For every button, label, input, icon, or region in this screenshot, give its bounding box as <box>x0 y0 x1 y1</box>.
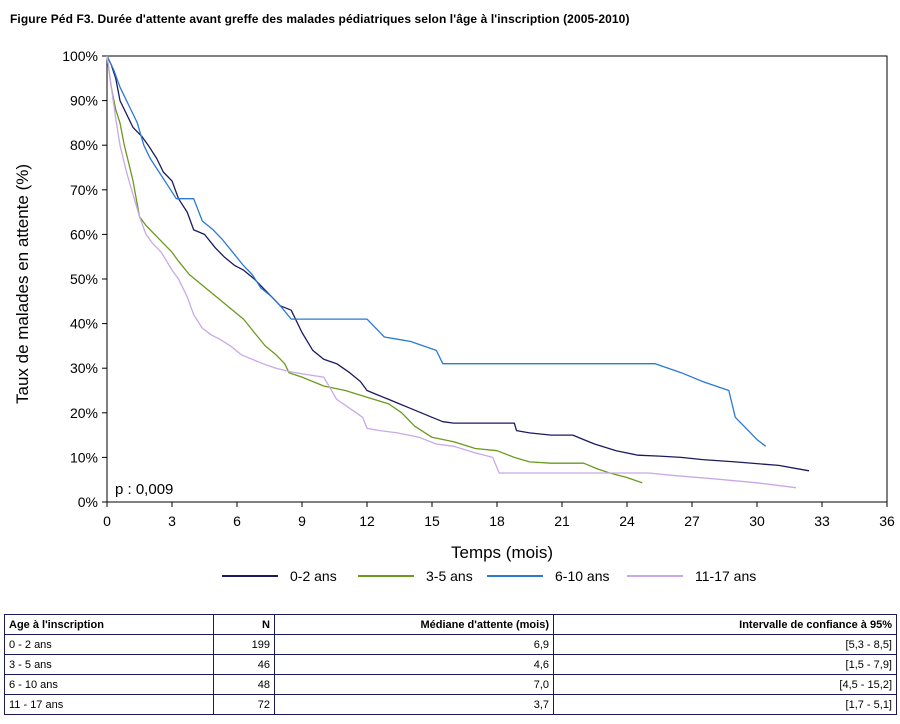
series-line-11-17-ans <box>106 55 797 489</box>
table-cell-age: 6 - 10 ans <box>4 674 214 695</box>
x-tick-label: 30 <box>749 513 765 529</box>
table-cell-ci: [5,3 - 8,5] <box>553 634 897 655</box>
table-cell-n: 72 <box>213 694 275 715</box>
table-cell-age: 0 - 2 ans <box>4 634 214 655</box>
table-cell-n: 46 <box>213 654 275 675</box>
table-header-ci: Intervalle de confiance à 95% <box>553 614 897 635</box>
x-axis-label: Temps (mois) <box>451 543 553 562</box>
table-cell-median: 7,0 <box>274 674 554 695</box>
summary-table: Age à l'inscription N Médiane d'attente … <box>4 614 897 715</box>
y-tick-label: 30% <box>70 360 98 376</box>
x-tick-label: 27 <box>684 513 700 529</box>
x-tick-label: 24 <box>619 513 635 529</box>
table-cell-median: 4,6 <box>274 654 554 675</box>
series-line-0-2-ans <box>106 55 810 472</box>
x-tick-label: 12 <box>359 513 375 529</box>
series-line-6-10-ans <box>106 55 767 447</box>
x-tick-label: 33 <box>814 513 830 529</box>
y-tick-label: 40% <box>70 316 98 332</box>
y-tick-label: 10% <box>70 449 98 465</box>
p-value-annotation: p : 0,009 <box>115 481 173 498</box>
legend-label: 6-10 ans <box>555 568 609 584</box>
table-cell-n: 199 <box>213 634 275 655</box>
x-tick-label: 36 <box>879 513 895 529</box>
table-header-row: Age à l'inscription N Médiane d'attente … <box>4 614 897 635</box>
y-tick-label: 80% <box>70 137 98 153</box>
x-tick-label: 18 <box>489 513 505 529</box>
survival-chart: 0%10%20%30%40%50%60%70%80%90%100%0 3 6 9 12 1… <box>13 48 895 584</box>
y-tick-label: 20% <box>70 405 98 421</box>
table-row: 3 - 5 ans 46 4,6 [1,5 - 7,9] <box>4 654 897 675</box>
y-axis-label: Taux de malades en attente (%) <box>13 164 32 404</box>
y-tick-label: 70% <box>70 182 98 198</box>
x-tick-label: 3 <box>168 513 176 529</box>
table-cell-median: 6,9 <box>274 634 554 655</box>
table-cell-median: 3,7 <box>274 694 554 715</box>
x-tick-label: 0 <box>103 513 111 529</box>
table-cell-ci: [1,5 - 7,9] <box>553 654 897 675</box>
y-tick-label: 50% <box>70 271 98 287</box>
y-tick-label: 60% <box>70 226 98 242</box>
y-tick-label: 0% <box>78 494 98 510</box>
table-header-n: N <box>213 614 275 635</box>
table-header-median: Médiane d'attente (mois) <box>274 614 554 635</box>
plot-frame <box>106 55 888 503</box>
table-row: 0 - 2 ans 199 6,9 [5,3 - 8,5] <box>4 634 897 655</box>
table-cell-ci: [1,7 - 5,1] <box>553 694 897 715</box>
y-tick-label: 90% <box>70 93 98 109</box>
table-row: 6 - 10 ans 48 7,0 [4,5 - 15,2] <box>4 674 897 695</box>
y-tick-label: 100% <box>62 48 98 64</box>
x-tick-label: 15 <box>424 513 440 529</box>
figure-title: Figure Péd F3. Durée d'attente avant gre… <box>10 12 630 26</box>
table-cell-age: 3 - 5 ans <box>4 654 214 675</box>
legend-label: 11-17 ans <box>695 568 756 584</box>
table-header-age: Age à l'inscription <box>4 614 214 635</box>
x-tick-label: 9 <box>298 513 306 529</box>
table-row: 11 - 17 ans 72 3,7 [1,7 - 5,1] <box>4 694 897 715</box>
x-tick-label: 6 <box>233 513 241 529</box>
table-cell-n: 48 <box>213 674 275 695</box>
legend-label: 3-5 ans <box>426 568 473 584</box>
x-tick-label: 21 <box>554 513 570 529</box>
table-cell-age: 11 - 17 ans <box>4 694 214 715</box>
table-cell-ci: [4,5 - 15,2] <box>553 674 897 695</box>
legend-label: 0-2 ans <box>290 568 337 584</box>
